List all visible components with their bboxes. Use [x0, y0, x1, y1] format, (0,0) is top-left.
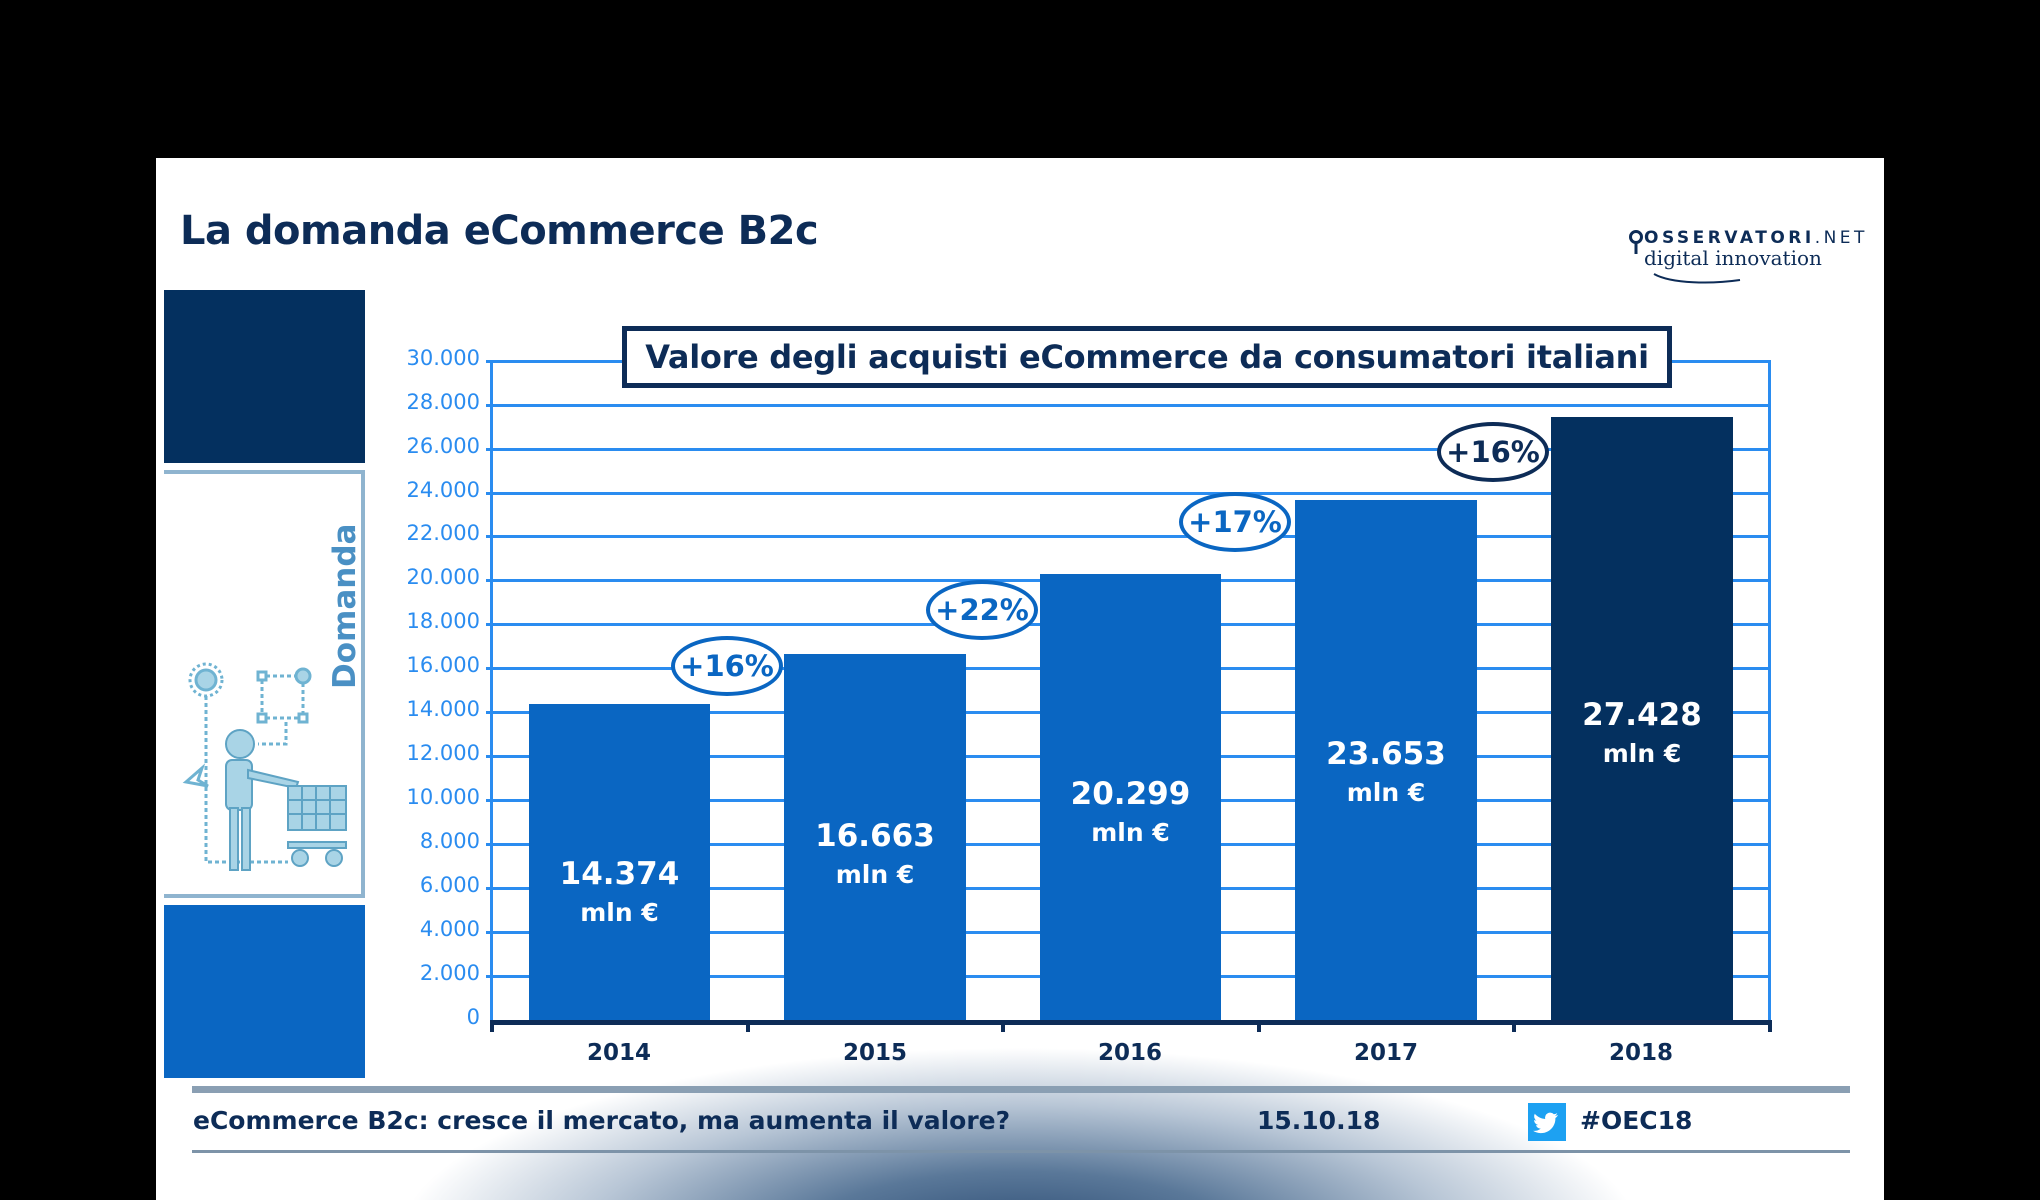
bar-2017: 23.653 mln € [1295, 500, 1477, 1020]
y-tick-label: 24.000 [406, 478, 480, 502]
osservatori-logo: OSSERVATORI.NET digital innovation [1628, 228, 1868, 298]
bar-2014: 14.374 mln € [529, 704, 710, 1020]
side-panel-top [164, 290, 365, 463]
y-tick-label: 14.000 [406, 697, 480, 721]
y-tick-label: 2.000 [419, 961, 480, 985]
y-tick-label: 12.000 [406, 741, 480, 765]
bar-data-label: 16.663 mln € [784, 816, 966, 894]
side-panel-domanda: Domanda [164, 470, 365, 898]
gridline-28000 [486, 404, 1771, 407]
bar-value: 14.374 [559, 856, 680, 892]
footer-subtitle: eCommerce B2c: cresce il mercato, ma aum… [193, 1106, 1011, 1135]
x-label-2017: 2017 [1353, 1040, 1418, 1066]
y-tick-label: 10.000 [406, 785, 480, 809]
bar-data-label: 20.299 mln € [1040, 774, 1221, 852]
footer-date: 15.10.18 [1257, 1106, 1381, 1135]
side-panel-bottom [164, 905, 365, 1078]
right-border [1768, 360, 1771, 1022]
y-axis [490, 360, 493, 1022]
y-tick-label: 16.000 [406, 653, 480, 677]
footer-divider-bottom [192, 1150, 1850, 1153]
gridline-26000 [486, 448, 1771, 451]
logo-tagline: digital innovation [1644, 246, 1822, 270]
logo-brand-suffix: .NET [1814, 228, 1868, 248]
x-label-2018: 2018 [1608, 1040, 1673, 1066]
footer-hashtag[interactable]: #OEC18 [1580, 1106, 1693, 1135]
y-tick-label: 30.000 [406, 346, 480, 370]
page-title: La domanda eCommerce B2c [180, 208, 819, 254]
pin-icon [1629, 230, 1643, 254]
x-tick [1001, 1022, 1005, 1032]
growth-badge-2018: +16% [1437, 422, 1549, 482]
bar-data-label: 23.653 mln € [1295, 734, 1477, 812]
bar-unit: mln € [1091, 818, 1170, 847]
x-tick [490, 1022, 494, 1032]
x-label-2016: 2016 [1097, 1040, 1162, 1066]
growth-badge-2017: +17% [1179, 492, 1291, 552]
y-tick-label: 18.000 [406, 609, 480, 633]
slide: La domanda eCommerce B2c OSSERVATORI.NET… [156, 158, 1884, 1200]
x-label-2015: 2015 [842, 1040, 907, 1066]
y-tick-label: 0 [466, 1005, 480, 1029]
shopper-with-cart-icon [182, 662, 347, 871]
gridline-24000 [486, 492, 1771, 495]
bar-value: 23.653 [1326, 736, 1446, 772]
bottom-shade [156, 1038, 1884, 1200]
x-tick [1257, 1022, 1261, 1032]
bar-unit: mln € [580, 898, 659, 927]
bar-unit: mln € [1346, 778, 1426, 807]
y-tick-label: 6.000 [419, 873, 480, 897]
y-tick-label: 28.000 [406, 390, 480, 414]
footer-divider-top [192, 1086, 1850, 1093]
growth-badge-2016: +22% [926, 580, 1038, 640]
bar-value: 20.299 [1070, 776, 1191, 812]
bar-unit: mln € [1602, 739, 1682, 768]
x-axis [490, 1020, 1772, 1025]
twitter-icon[interactable] [1528, 1103, 1566, 1141]
y-tick-label: 8.000 [419, 829, 480, 853]
chart-title: Valore degli acquisti eCommerce da consu… [622, 326, 1672, 388]
y-tick-label: 4.000 [419, 917, 480, 941]
growth-badge-2015: +16% [671, 636, 783, 696]
swoosh-icon [1653, 273, 1741, 284]
bar-unit: mln € [835, 860, 915, 889]
bar-value: 27.428 [1582, 697, 1702, 733]
bar-2015: 16.663 mln € [784, 654, 966, 1020]
logo-brand: OSSERVATORI.NET [1644, 228, 1868, 248]
gridline-22000 [486, 535, 1771, 538]
bar-value: 16.663 [815, 818, 935, 854]
bar-data-label: 14.374 mln € [529, 854, 710, 932]
bar-2018: 27.428 mln € [1551, 417, 1733, 1020]
y-tick-label: 22.000 [406, 521, 480, 545]
bar-data-label: 27.428 mln € [1551, 695, 1733, 773]
x-label-2014: 2014 [586, 1040, 651, 1066]
bar-2016: 20.299 mln € [1040, 574, 1221, 1020]
x-tick [1512, 1022, 1516, 1032]
y-tick-label: 20.000 [406, 565, 480, 589]
x-tick [1768, 1022, 1772, 1032]
bar-chart: 30.000 28.000 26.000 24.000 22.000 20.00… [156, 158, 1884, 1200]
x-tick [746, 1022, 750, 1032]
y-tick-label: 26.000 [406, 434, 480, 458]
logo-brand-bold: OSSERVATORI [1644, 228, 1815, 248]
